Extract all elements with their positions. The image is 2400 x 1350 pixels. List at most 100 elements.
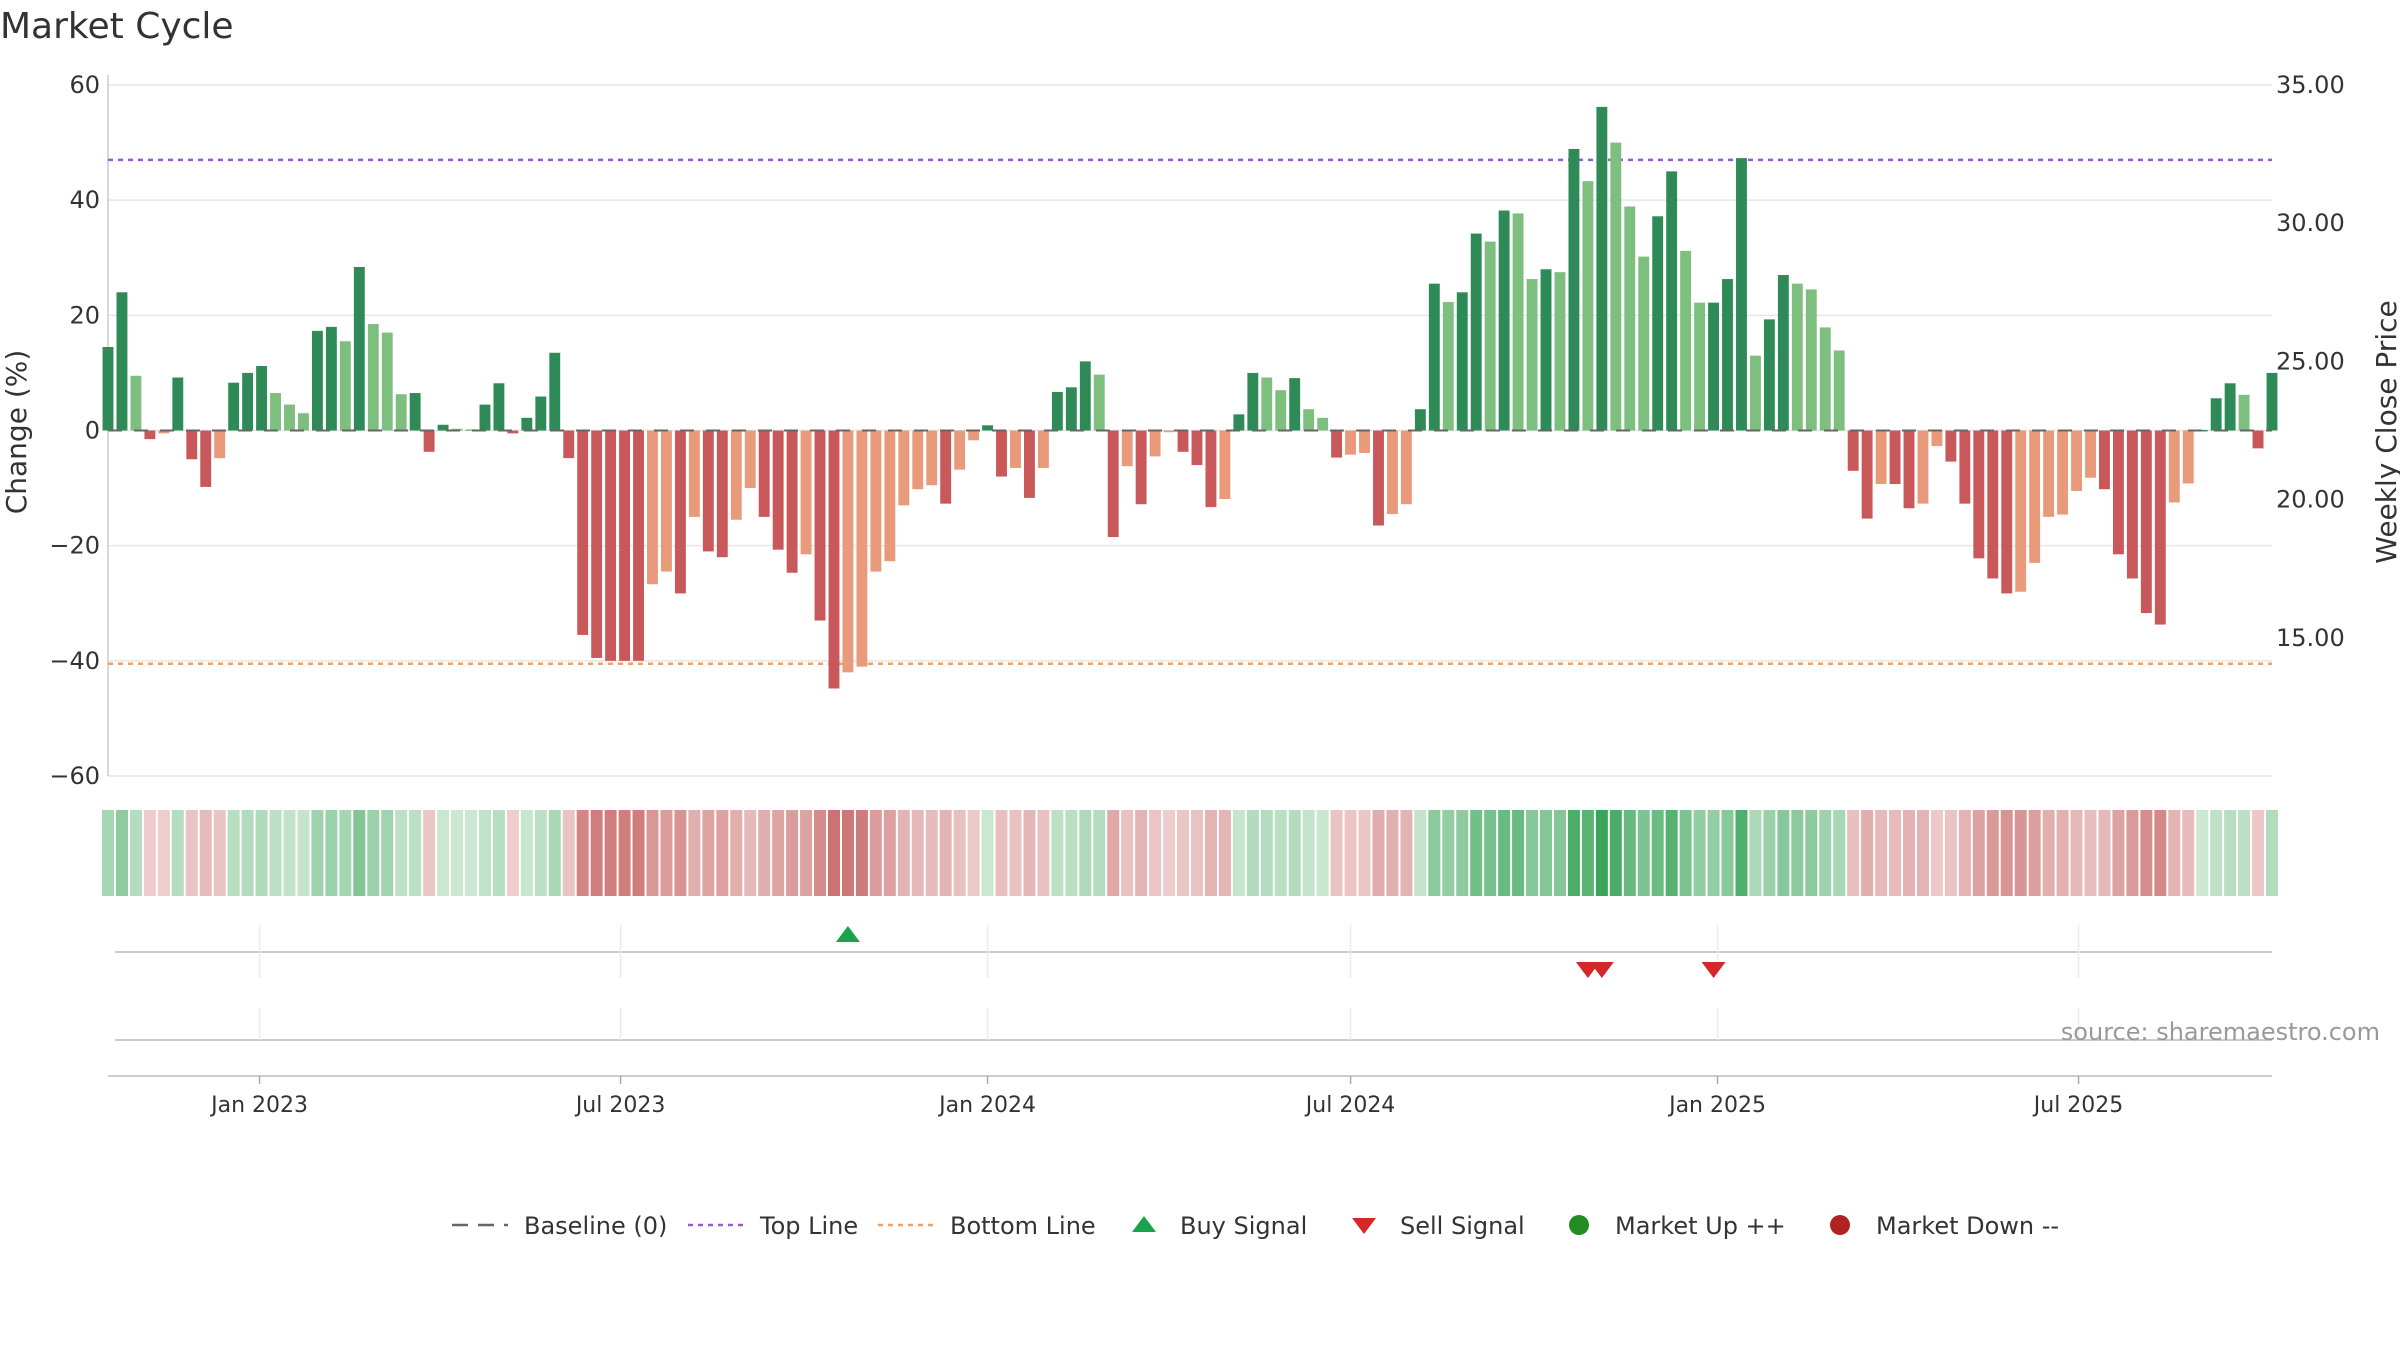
bar [1289, 378, 1301, 431]
heat-cell [1944, 810, 1957, 896]
chart-title: Market Cycle [0, 6, 234, 47]
heat-cell [1009, 810, 1022, 896]
bar [1610, 142, 1622, 431]
bar [1791, 283, 1803, 431]
heat-cell [115, 810, 128, 896]
heat-cell [632, 810, 645, 896]
heat-cell [2265, 810, 2279, 896]
legend-item-buy: Buy Signal [1132, 1212, 1307, 1240]
heat-cell [464, 810, 477, 896]
bar [912, 430, 924, 490]
heat-cell [1135, 810, 1148, 896]
bar [1777, 275, 1789, 431]
bar [479, 404, 491, 431]
heat-cell [883, 810, 896, 896]
heat-cell [939, 810, 952, 896]
bar [744, 430, 756, 489]
heat-cell [1581, 810, 1594, 896]
heat-cell [660, 810, 673, 896]
legend-label-buy: Buy Signal [1180, 1212, 1307, 1240]
bar [1484, 241, 1496, 431]
heat-cell [185, 810, 198, 896]
heat-cell [1609, 810, 1622, 896]
heat-cell [1428, 810, 1441, 896]
bar [1847, 430, 1859, 471]
y2-axis: 35.00 30.00 25.00 20.00 15.00 [2276, 71, 2345, 652]
bar [688, 430, 700, 517]
legend-buy-swatch [1132, 1216, 1156, 1232]
heat-cell [1246, 810, 1259, 896]
bar [2043, 430, 2055, 517]
bar [144, 430, 156, 440]
bar [1135, 430, 1147, 505]
bar [968, 430, 980, 441]
legend-label-bottom: Bottom Line [950, 1212, 1096, 1240]
heat-cell [2126, 810, 2139, 896]
grid [107, 75, 2272, 777]
bar [1945, 430, 1957, 462]
heat-cell [1414, 810, 1427, 896]
bar [647, 430, 658, 585]
legend-label-up: Market Up ++ [1615, 1212, 1786, 1240]
heat-cell [646, 810, 659, 896]
bar [2154, 430, 2166, 625]
heat-cell [1833, 810, 1846, 896]
heat-cell [157, 810, 170, 896]
bar [1386, 430, 1398, 514]
heat-cell [1470, 810, 1483, 896]
bar [661, 430, 672, 572]
bar [186, 430, 198, 460]
x-tick-label: Jul 2025 [2032, 1093, 2124, 1118]
bar [1233, 414, 1245, 431]
heat-cell [1121, 810, 1134, 896]
bar [256, 366, 268, 431]
bar [1903, 430, 1915, 509]
bar [423, 430, 435, 452]
bar [1987, 430, 1999, 579]
bar [507, 430, 519, 434]
bar [730, 430, 742, 520]
heat-cell [758, 810, 771, 896]
heat-cell [353, 810, 366, 896]
heat-cell [2084, 810, 2097, 896]
heat-cell [2014, 810, 2027, 896]
bar [1345, 430, 1356, 455]
heat-cell [2210, 810, 2223, 896]
bar [339, 341, 351, 431]
heat-cell [1972, 810, 1985, 896]
y-tick-label: 20 [69, 301, 100, 329]
heat-cell [520, 810, 533, 896]
legend-item-down: Market Down -- [1830, 1212, 2059, 1240]
x-tick-label: Jul 2023 [574, 1093, 666, 1118]
legend-down-swatch [1830, 1215, 1850, 1235]
bar [2126, 430, 2138, 579]
heat-cell [1149, 810, 1162, 896]
heat-cell [1651, 810, 1664, 896]
heat-cell [674, 810, 687, 896]
bar [270, 393, 281, 431]
bar [1247, 372, 1259, 431]
heat-cell [1484, 810, 1497, 896]
bar [1442, 302, 1454, 431]
legend-up-swatch [1569, 1215, 1589, 1235]
heat-cell [2252, 810, 2265, 896]
heat-cell [255, 810, 268, 896]
bar [940, 430, 952, 504]
heat-cell [1442, 810, 1455, 896]
y-tick-label: −60 [49, 762, 100, 790]
legend: Baseline (0) Top Line Bottom Line Buy Signa… [452, 1212, 2059, 1240]
bar [1931, 430, 1943, 447]
bar [158, 430, 170, 434]
heat-cell [995, 810, 1008, 896]
heat-cell [1903, 810, 1916, 896]
bar [200, 430, 212, 487]
bar [926, 430, 938, 486]
bar [2099, 430, 2110, 490]
heat-cell [1177, 810, 1190, 896]
y-tick-label: 60 [69, 71, 100, 99]
heat-cell [381, 810, 394, 896]
bar [1694, 302, 1706, 431]
heat-cell [981, 810, 994, 896]
heat-cell [1986, 810, 1999, 896]
heat-cell [143, 810, 156, 896]
